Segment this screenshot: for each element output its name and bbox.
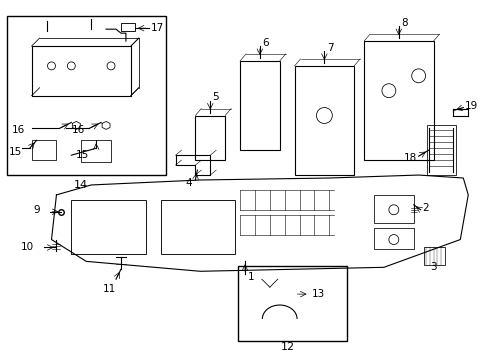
Text: 19: 19 <box>464 100 478 111</box>
Bar <box>81 140 111 162</box>
Text: 11: 11 <box>102 284 116 294</box>
Bar <box>161 200 235 255</box>
Bar <box>121 23 135 31</box>
Text: 2: 2 <box>422 203 428 213</box>
Bar <box>32 140 56 160</box>
Text: 6: 6 <box>262 38 268 48</box>
Bar <box>373 195 413 223</box>
Text: 15: 15 <box>76 150 89 160</box>
Text: 16: 16 <box>71 125 84 135</box>
Text: 10: 10 <box>20 243 34 252</box>
Bar <box>71 200 145 255</box>
Text: 7: 7 <box>326 43 333 53</box>
Text: 14: 14 <box>74 180 88 190</box>
Bar <box>238 266 346 341</box>
Bar <box>423 247 445 265</box>
Text: 13: 13 <box>311 289 324 299</box>
Text: 5: 5 <box>212 92 219 102</box>
Text: 18: 18 <box>403 153 416 163</box>
Text: 1: 1 <box>247 272 254 282</box>
Text: 3: 3 <box>429 262 436 272</box>
Text: 16: 16 <box>12 125 25 135</box>
Bar <box>373 228 413 249</box>
Text: 12: 12 <box>280 342 294 352</box>
Bar <box>7 16 165 175</box>
Text: 17: 17 <box>150 23 163 33</box>
Bar <box>294 66 353 175</box>
Text: 15: 15 <box>9 147 22 157</box>
Text: 8: 8 <box>400 18 407 28</box>
Bar <box>240 61 279 150</box>
Bar <box>364 41 433 160</box>
Text: 9: 9 <box>33 205 40 215</box>
Bar <box>195 116 224 160</box>
Bar <box>426 125 455 175</box>
Text: 4: 4 <box>185 178 192 188</box>
